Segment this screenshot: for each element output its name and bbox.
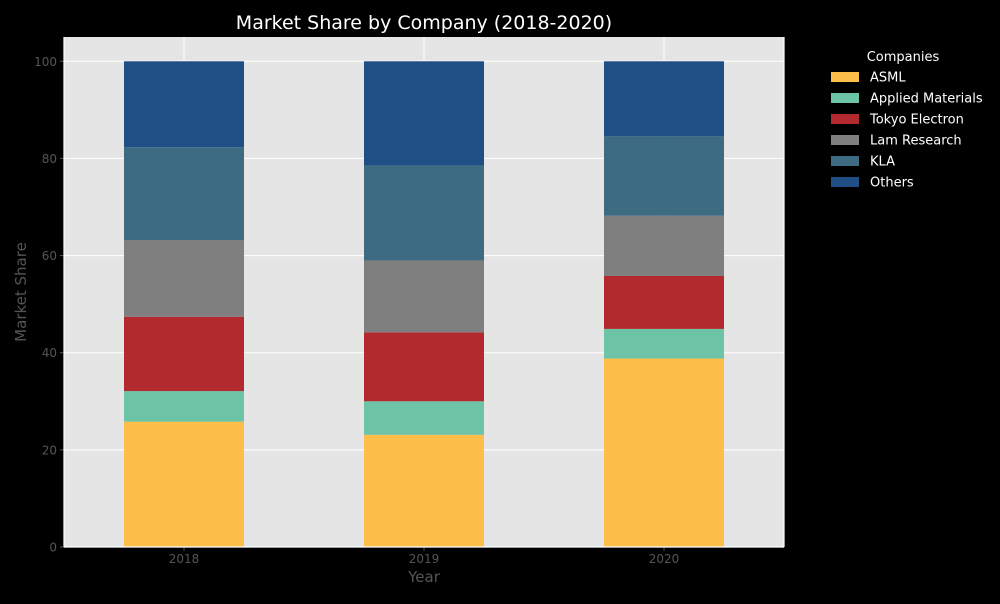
chart-title: Market Share by Company (2018-2020) — [236, 12, 612, 34]
bar-segment — [124, 240, 244, 317]
legend-label: Tokyo Electron — [869, 113, 964, 128]
legend-swatch — [831, 135, 859, 145]
bar-segment — [604, 276, 724, 329]
bar-segment — [124, 391, 244, 422]
legend-swatch — [831, 93, 859, 103]
legend-label: Lam Research — [870, 134, 962, 149]
legend-label: Applied Materials — [870, 92, 983, 107]
bar-segment — [604, 216, 724, 276]
bars — [124, 61, 724, 547]
bar-segment — [364, 332, 484, 401]
legend-title: Companies — [867, 50, 940, 65]
legend-label: KLA — [870, 155, 895, 170]
x-axis-label: Year — [407, 568, 441, 586]
bar-segment — [364, 61, 484, 165]
x-tick-label: 2019 — [409, 552, 440, 566]
bar-segment — [364, 435, 484, 547]
bar-segment — [604, 136, 724, 216]
y-tick-label: 100 — [34, 55, 57, 69]
bar-segment — [364, 260, 484, 332]
y-tick-label: 80 — [42, 152, 57, 166]
bar-segment — [124, 317, 244, 391]
bar-segment — [604, 61, 724, 136]
legend-swatch — [831, 72, 859, 82]
bar-segment — [364, 401, 484, 435]
bar-segment — [604, 359, 724, 547]
x-tick-label: 2018 — [169, 552, 200, 566]
bar-segment — [364, 166, 484, 261]
legend-label: ASML — [870, 71, 906, 86]
bar-segment — [604, 329, 724, 359]
y-axis-label: Market Share — [12, 242, 30, 342]
y-tick-label: 60 — [42, 249, 57, 263]
legend-swatch — [831, 177, 859, 187]
bar-segment — [124, 61, 244, 147]
y-tick-label: 20 — [42, 443, 57, 457]
y-tick-label: 0 — [49, 541, 57, 555]
bar-segment — [124, 147, 244, 240]
legend-swatch — [831, 156, 859, 166]
bar-segment — [124, 422, 244, 547]
x-tick-label: 2020 — [649, 552, 680, 566]
legend-label: Others — [870, 176, 914, 191]
legend-swatch — [831, 114, 859, 124]
y-tick-label: 40 — [42, 346, 57, 360]
